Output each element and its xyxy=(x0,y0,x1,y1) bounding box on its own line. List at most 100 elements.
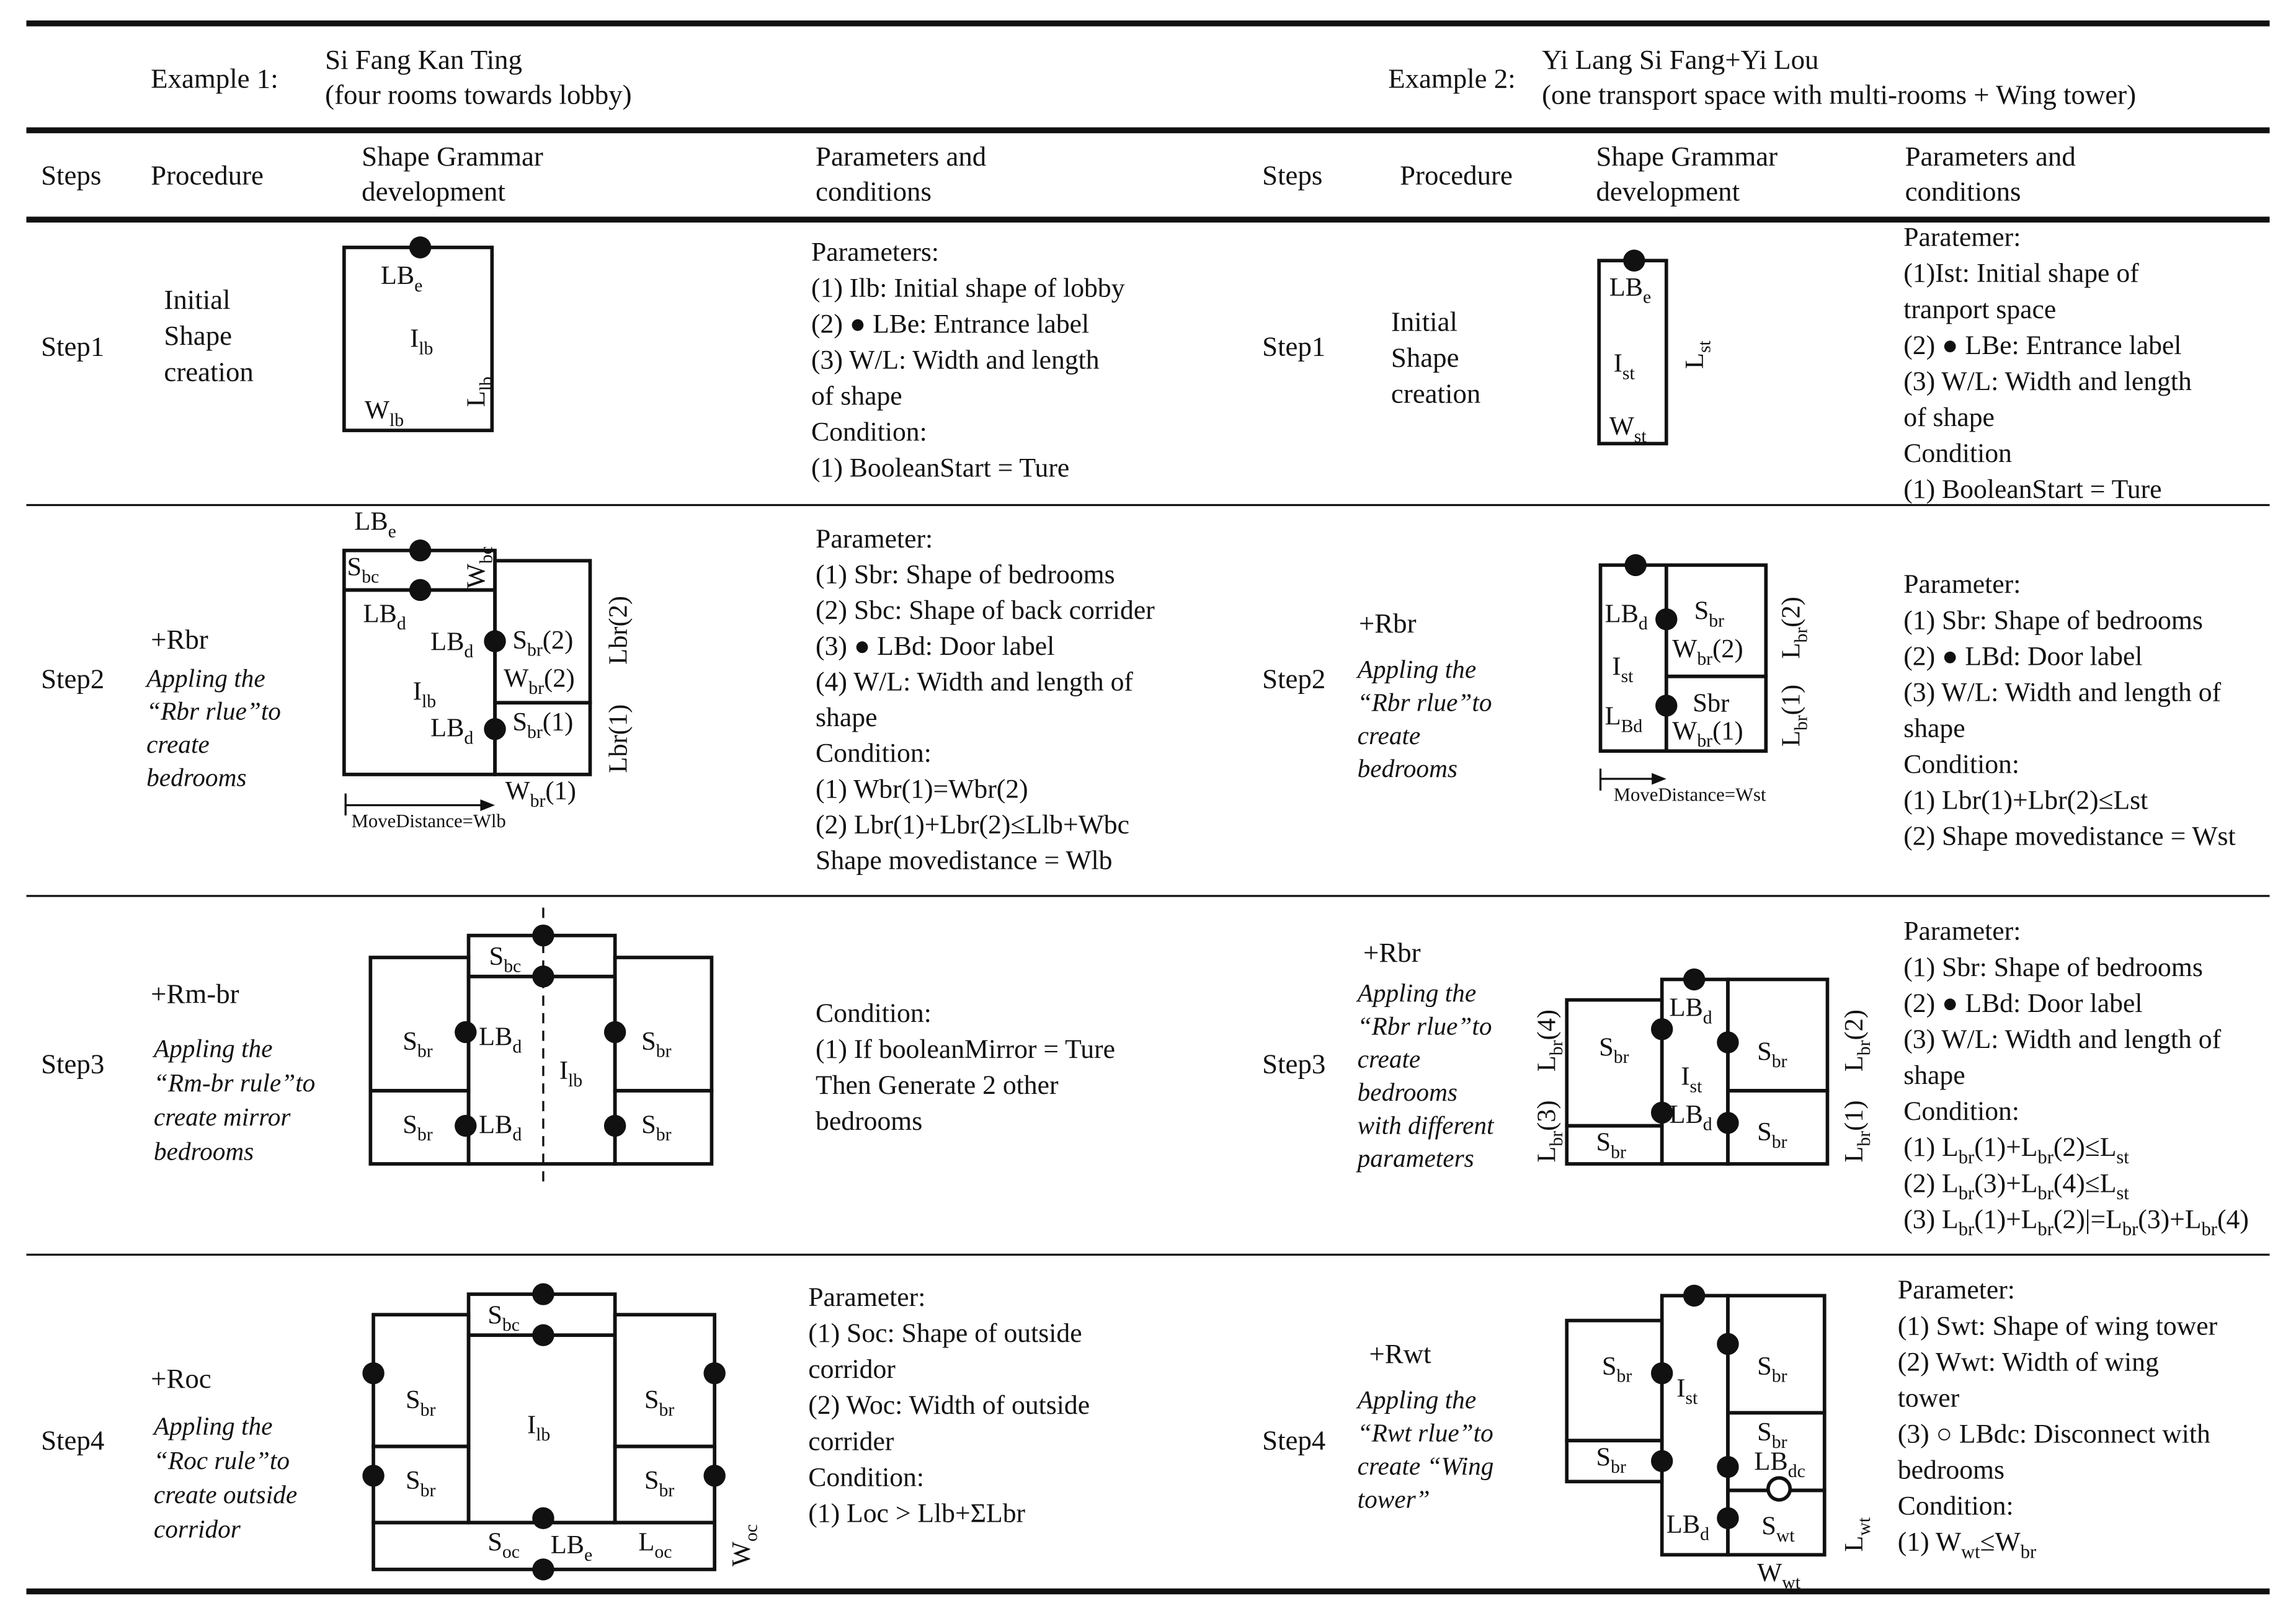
column-header: Procedure xyxy=(1400,159,1513,190)
dot xyxy=(362,1465,385,1487)
subscript: oc xyxy=(741,1524,762,1542)
diagram-label: Lbr(4) xyxy=(1532,1010,1567,1072)
text-line: shape xyxy=(1903,714,1965,743)
procedure-description: Appling the “Rbr rlue”to create bedrooms wit… xyxy=(1356,979,1495,1173)
diagram-label: Lbr(2) xyxy=(1777,597,1812,659)
text-line: (four rooms towards lobby) xyxy=(325,79,631,110)
parameters: Condition: (1) If booleanMirror = Ture The… xyxy=(816,998,1115,1136)
subscript: st xyxy=(2116,1183,2129,1204)
text-line: Then Generate 2 other xyxy=(816,1070,1059,1100)
entrance-dot xyxy=(1624,554,1647,577)
diagram-label: Wlb xyxy=(365,396,404,430)
door-dot xyxy=(1650,1101,1673,1124)
diagram-label: Sbr(1) xyxy=(512,708,573,742)
text-line: Condition: xyxy=(1903,1096,2019,1126)
text-line: (1) If booleanMirror = Ture xyxy=(816,1034,1115,1064)
dot xyxy=(1650,1450,1673,1472)
text-segment: (1) L xyxy=(1903,1132,1959,1162)
subscript: lb xyxy=(536,1424,550,1445)
text-segment: I xyxy=(527,1410,536,1439)
text-line: Steps xyxy=(41,159,101,190)
subscript: br xyxy=(1611,1142,1626,1163)
subscript: d xyxy=(1703,1114,1712,1135)
entrance-dot xyxy=(409,539,432,562)
door-dot xyxy=(603,1021,626,1044)
text-segment: LB xyxy=(363,599,397,628)
subscript: br xyxy=(1959,1147,1974,1168)
text-segment: S xyxy=(644,1466,659,1495)
procedure-description: Appling the “Roc rule”to create outside cor… xyxy=(152,1412,297,1543)
diagram-label: Lwt xyxy=(1840,1517,1874,1551)
entrance-dot xyxy=(1623,249,1645,272)
text-segment: Sbr xyxy=(1693,688,1729,717)
text-line: Parameter: xyxy=(1903,569,2021,599)
example-title: Si Fang Kan Ting (four rooms towards lobb… xyxy=(325,44,631,110)
text-line: “Rbr rlue”to xyxy=(146,697,281,726)
subscript: br xyxy=(1959,1183,1974,1204)
diagram-label: Llb xyxy=(461,376,496,407)
text-line: with different xyxy=(1358,1111,1495,1139)
text-line: of shape xyxy=(811,381,902,411)
step-label: Step3 xyxy=(41,1049,104,1080)
text-line: Parameters and xyxy=(1905,141,2076,172)
text-segment: S xyxy=(406,1385,420,1414)
text-segment: (1) xyxy=(543,708,574,737)
bedroom-shape xyxy=(1726,1294,1827,1415)
dot xyxy=(1650,1362,1673,1385)
text-line: creation xyxy=(1391,378,1480,409)
text-line: (2) Woc: Width of outside xyxy=(808,1390,1090,1420)
text-segment: I xyxy=(410,324,419,353)
text-segment: LB xyxy=(1605,599,1639,628)
bedroom-shape xyxy=(613,956,714,1093)
text-line: (2) ● LBd: Door label xyxy=(1903,988,2142,1018)
text-segment: S xyxy=(1761,1511,1776,1540)
text-line: (3) W/L: Width and length xyxy=(1903,366,2192,396)
diagram-label: Woc xyxy=(727,1524,762,1566)
text-segment: (1) W xyxy=(1898,1527,1962,1557)
procedure-rule: +Roc xyxy=(151,1363,211,1394)
subscript: lb xyxy=(568,1070,582,1091)
parameters: Parameter: (1) Soc: Shape of outside corri… xyxy=(808,1282,1090,1528)
text-line: Appling the xyxy=(152,1412,273,1440)
text-segment: W xyxy=(504,663,529,693)
text-line: create mirror xyxy=(154,1103,291,1131)
subscript: lb xyxy=(476,376,496,391)
text-segment: S xyxy=(406,1466,420,1495)
subscript: st xyxy=(1694,340,1715,353)
text-line: Condition: xyxy=(811,417,927,447)
text-line: Condition: xyxy=(816,998,932,1028)
text-line: (one transport space with multi-rooms + … xyxy=(1542,79,2136,110)
diagram-label: Wbr(2) xyxy=(1672,634,1743,669)
procedure: Initial Shape creation xyxy=(164,284,253,387)
subscript: br xyxy=(420,1480,436,1501)
bedroom-shape xyxy=(1726,1089,1830,1166)
subscript: br xyxy=(659,1400,674,1420)
text-segment: S xyxy=(347,553,362,582)
subscript: br xyxy=(656,1124,672,1145)
diagram-label: LBd xyxy=(479,1023,522,1057)
subscript: lb xyxy=(419,338,433,358)
example-title: Yi Lang Si Fang+Yi Lou (one transport spa… xyxy=(1542,44,2136,110)
text-line: (1) BooleanStart = Ture xyxy=(1903,474,2161,504)
diagram-label: Wbr(2) xyxy=(504,663,574,698)
diagram-label: Sbr xyxy=(1596,1442,1626,1477)
step-label: Step4 xyxy=(1262,1424,1325,1455)
text-line: Parameter: xyxy=(816,524,933,554)
text-segment: (2) xyxy=(1840,1010,1869,1041)
door-dot xyxy=(484,718,506,740)
procedure-description: Appling the “Rbr rlue”to create bedrooms xyxy=(1356,655,1492,783)
text-segment: (2)≤L xyxy=(2053,1132,2117,1162)
diagram-label: LBd xyxy=(363,599,406,634)
diagram: LBe Ist Wst Lst xyxy=(1597,249,1715,446)
text-line: development xyxy=(1596,175,1740,206)
text-segment: (2)|=L xyxy=(2053,1204,2122,1234)
door-dot xyxy=(532,965,554,988)
diagram-label: LBe xyxy=(551,1530,593,1565)
diagram-label: LBd xyxy=(1670,1100,1712,1135)
text-segment: (1) xyxy=(1712,716,1743,745)
text-line: (3) W/L: Width and length xyxy=(811,345,1100,375)
text-line: Yi Lang Si Fang+Yi Lou xyxy=(1542,44,1818,75)
text-segment: I xyxy=(1614,349,1622,378)
text-line: shape xyxy=(816,703,877,732)
